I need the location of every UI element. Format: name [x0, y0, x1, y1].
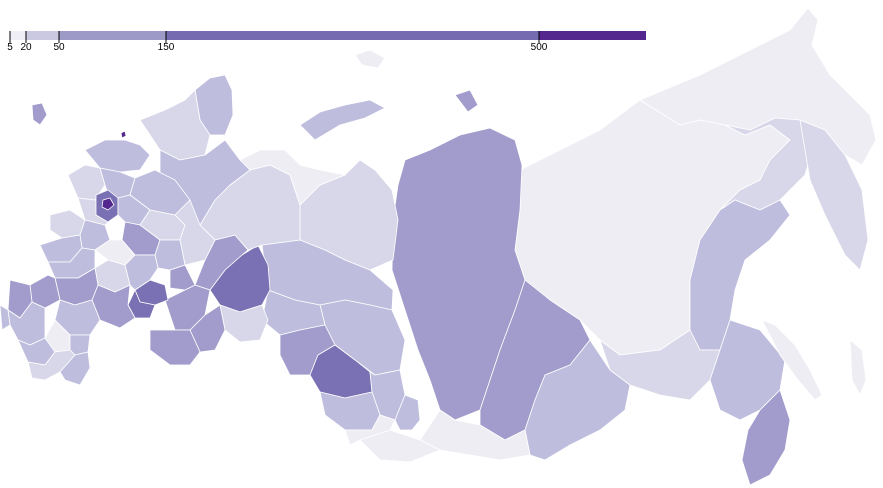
- legend-bin-1: [26, 31, 59, 40]
- region-kirov[interactable]: [174, 199, 216, 266]
- legend-bin-2: [59, 31, 166, 40]
- legend-tick-label-1: 20: [20, 42, 32, 53]
- region-khakassia[interactable]: [394, 394, 421, 431]
- region-nenets[interactable]: [239, 149, 346, 206]
- legend: 5 20 50 150 500: [7, 31, 646, 53]
- region-kaliningrad[interactable]: [31, 102, 48, 126]
- region-buryatia[interactable]: [524, 339, 631, 461]
- legend-bin-3: [166, 31, 539, 40]
- region-penza-ulyanovsk[interactable]: [124, 254, 159, 291]
- region-kamchatka[interactable]: [799, 119, 869, 271]
- region-moscow-city[interactable]: [101, 197, 115, 211]
- legend-tick-label-3: 150: [158, 42, 175, 53]
- legend-bin-4: [539, 31, 646, 40]
- legend-ticks: 5 20 50 150 500: [7, 31, 548, 53]
- region-sakhalin[interactable]: [761, 319, 823, 401]
- region-taymyr-islands[interactable]: [454, 89, 479, 113]
- legend-tick-label-4: 500: [531, 42, 548, 53]
- region-spb-city[interactable]: [120, 130, 127, 139]
- region-kuril[interactable]: [849, 339, 867, 396]
- region-kurgan[interactable]: [219, 304, 269, 343]
- region-altai-republic[interactable]: [344, 414, 396, 446]
- region-smolensk[interactable]: [49, 209, 86, 239]
- legend-color-scale: [10, 31, 646, 40]
- legend-bin-0: [10, 31, 26, 40]
- region-dagestan[interactable]: [59, 351, 91, 386]
- region-orenburg[interactable]: [149, 329, 201, 366]
- region-franz-josef[interactable]: [354, 49, 386, 69]
- region-primorsky[interactable]: [741, 389, 791, 486]
- region-mari-chuvash[interactable]: [154, 239, 186, 271]
- legend-tick-label-0: 5: [7, 42, 13, 53]
- legend-tick-label-2: 50: [53, 42, 65, 53]
- region-altai-krai[interactable]: [319, 391, 381, 431]
- region-novaya-zemlya[interactable]: [299, 99, 386, 141]
- region-crimea[interactable]: [0, 304, 11, 331]
